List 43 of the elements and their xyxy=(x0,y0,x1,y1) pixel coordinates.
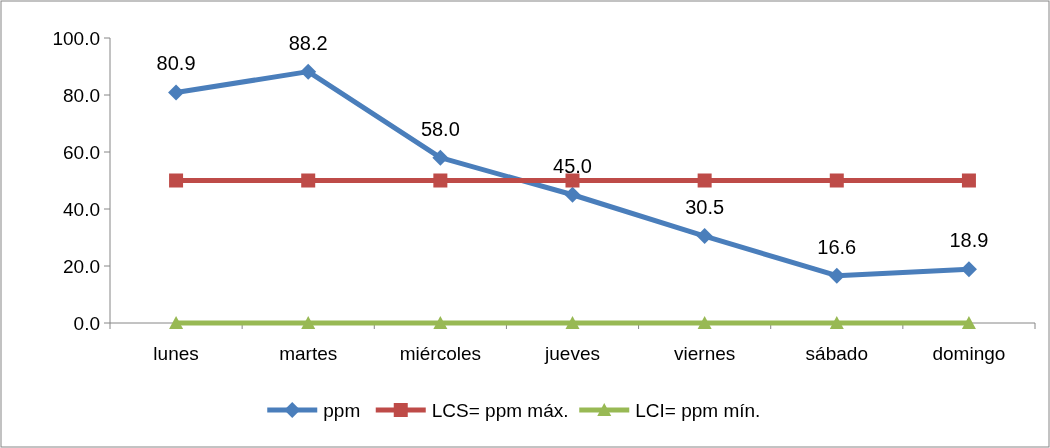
data-label: 58.0 xyxy=(420,117,460,140)
data-label: 30.5 xyxy=(685,196,725,219)
point xyxy=(433,173,448,188)
y-tick-label: 0.0 xyxy=(73,312,100,334)
point xyxy=(829,173,844,188)
point xyxy=(301,316,316,329)
x-tick-label: domingo xyxy=(932,343,1006,364)
point xyxy=(565,173,580,188)
y-tick-label: 40.0 xyxy=(63,198,100,220)
point xyxy=(565,316,580,329)
data-label: 45.0 xyxy=(553,154,592,177)
point xyxy=(961,316,976,329)
x-tick-label: sábado xyxy=(805,343,868,364)
point xyxy=(696,228,713,245)
data-label: 16.6 xyxy=(817,235,857,258)
point xyxy=(564,186,581,203)
data-label: 18.9 xyxy=(949,229,989,252)
y-tick-label: 20.0 xyxy=(63,255,100,277)
y-tick-label: 100.0 xyxy=(52,27,100,49)
point xyxy=(697,173,712,188)
x-tick-label: martes xyxy=(279,343,338,364)
data-label: 88.2 xyxy=(288,31,328,54)
legend-label: LCI= ppm mín. xyxy=(635,399,761,421)
point xyxy=(169,173,184,188)
point xyxy=(168,84,185,101)
x-tick-label: viernes xyxy=(674,343,736,364)
data-label: 80.9 xyxy=(156,52,196,75)
point xyxy=(433,316,448,329)
x-tick-label: miércoles xyxy=(399,343,482,364)
legend-label: ppm xyxy=(323,399,361,421)
legend-label: LCS= ppm máx. xyxy=(431,399,569,421)
point xyxy=(301,173,316,188)
point xyxy=(432,149,449,166)
point xyxy=(829,316,844,329)
point xyxy=(300,63,317,80)
point xyxy=(169,316,184,329)
x-tick-label: lunes xyxy=(153,343,199,364)
point xyxy=(961,173,976,188)
point xyxy=(828,267,845,284)
y-tick-label: 80.0 xyxy=(63,84,100,106)
point xyxy=(697,316,712,329)
x-tick-label: jueves xyxy=(544,343,600,364)
y-tick-label: 60.0 xyxy=(63,141,100,163)
